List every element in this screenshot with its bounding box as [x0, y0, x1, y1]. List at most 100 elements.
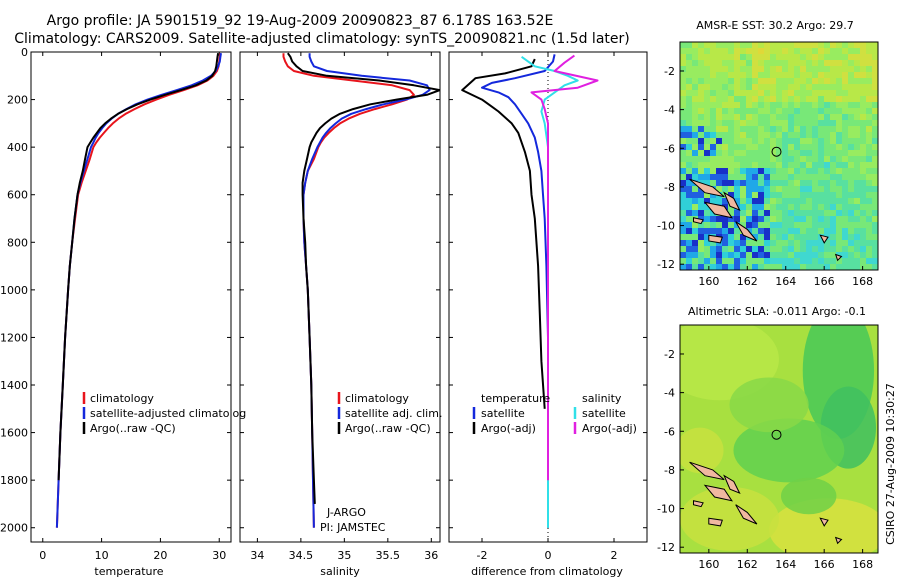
sst-pixel — [752, 168, 759, 175]
sst-pixel — [782, 42, 789, 49]
sst-pixel — [860, 168, 867, 175]
sst-pixel — [764, 192, 771, 199]
sst-pixel — [836, 90, 843, 97]
sst-pixel — [734, 162, 741, 169]
sst-pixel — [776, 42, 783, 49]
sst-pixel — [836, 150, 843, 157]
sst-pixel — [704, 72, 711, 79]
sst-pixel — [818, 252, 825, 259]
sst-pixel — [830, 258, 837, 265]
sst-pixel — [866, 66, 873, 73]
sst-pixel — [824, 108, 831, 115]
sst-pixel — [854, 144, 861, 151]
sst-pixel — [728, 126, 735, 133]
sst-pixel — [794, 54, 801, 61]
difference-legend: temperature satellite Argo(-adj) salinit… — [472, 392, 637, 435]
sst-pixel — [686, 42, 693, 49]
sst-pixel — [854, 192, 861, 199]
sst-pixel — [692, 198, 699, 205]
sst-pixel — [758, 96, 765, 103]
sst-pixel — [734, 150, 741, 157]
sst-pixel — [704, 192, 711, 199]
sst-pixel — [806, 246, 813, 253]
sst-pixel — [740, 42, 747, 49]
sst-pixel — [812, 120, 819, 127]
sst-pixel — [758, 240, 765, 247]
sst-pixel — [710, 96, 717, 103]
sst-pixel — [800, 102, 807, 109]
sst-pixel — [710, 174, 717, 181]
sst-pixel — [782, 234, 789, 241]
island-shape — [703, 484, 734, 502]
sst-pixel — [734, 198, 741, 205]
x-tick-label: 20 — [153, 549, 167, 562]
legend-title-salinity: salinity — [582, 392, 622, 405]
sst-pixel — [704, 96, 711, 103]
sst-pixel — [866, 168, 873, 175]
sst-pixel — [824, 240, 831, 247]
sst-pixel — [722, 114, 729, 121]
sst-pixel — [728, 222, 735, 229]
sst-pixel — [782, 216, 789, 223]
sst-pixel — [716, 90, 723, 97]
sst-pixel — [746, 210, 753, 217]
sst-pixel — [746, 102, 753, 109]
sst-pixel — [776, 66, 783, 73]
sst-pixel — [722, 66, 729, 73]
sst-pixel — [680, 156, 687, 163]
sst-pixel — [758, 246, 765, 253]
sst-pixel — [740, 156, 747, 163]
sst-pixel — [848, 72, 855, 79]
island-shape — [703, 201, 734, 219]
sst-pixel — [704, 42, 711, 49]
sst-pixel — [824, 216, 831, 223]
sst-pixel — [740, 174, 747, 181]
sst-pixel — [818, 138, 825, 145]
sst-pixel — [860, 192, 867, 199]
island-shape — [693, 500, 704, 508]
sst-pixel — [848, 252, 855, 259]
float-pi-label: PI: JAMSTEC — [320, 521, 386, 534]
sst-pixel — [716, 132, 723, 139]
sst-pixel — [710, 78, 717, 85]
island-shape — [693, 217, 704, 225]
sst-pixel — [752, 198, 759, 205]
sst-pixel — [698, 42, 705, 49]
sst-pixel — [866, 180, 873, 187]
sst-pixel — [764, 96, 771, 103]
sst-pixel — [704, 174, 711, 181]
sst-pixel — [788, 42, 795, 49]
sst-pixel — [692, 174, 699, 181]
sst-pixel — [722, 174, 729, 181]
sst-pixel — [752, 132, 759, 139]
sst-pixel — [740, 246, 747, 253]
sst-pixel — [692, 48, 699, 55]
sst-pixel — [812, 126, 819, 133]
sst-pixel — [680, 102, 687, 109]
sst-pixel — [776, 198, 783, 205]
sst-pixel — [866, 156, 873, 163]
sst-pixel — [704, 78, 711, 85]
sst-pixel — [686, 252, 693, 259]
sst-pixel — [698, 222, 705, 229]
sst-pixel — [836, 96, 843, 103]
sst-pixel — [860, 252, 867, 259]
sst-pixel — [818, 150, 825, 157]
sst-pixel — [746, 240, 753, 247]
sst-pixel — [788, 180, 795, 187]
sst-pixel — [680, 54, 687, 61]
sst-pixel — [722, 162, 729, 169]
sst-pixel — [764, 216, 771, 223]
sst-pixel — [842, 204, 849, 211]
sst-pixel — [722, 186, 729, 193]
sst-pixel — [782, 120, 789, 127]
sst-pixel — [776, 258, 783, 265]
sst-pixel — [704, 198, 711, 205]
sst-pixel — [770, 54, 777, 61]
sst-pixel — [680, 240, 687, 247]
sst-pixel — [860, 150, 867, 157]
sst-pixel — [698, 138, 705, 145]
sst-pixel — [800, 258, 807, 265]
series-line-argo-raw-qc — [57, 53, 220, 481]
depth-tick-label: 1600 — [0, 427, 28, 440]
